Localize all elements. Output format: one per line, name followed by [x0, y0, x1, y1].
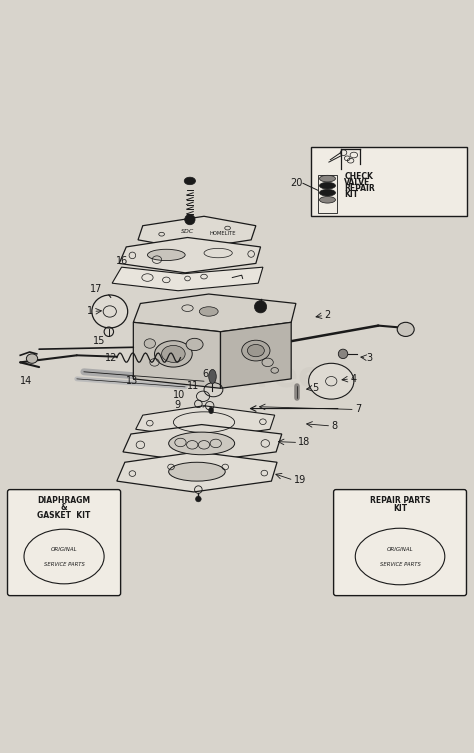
- Ellipse shape: [338, 349, 348, 358]
- Text: 16: 16: [117, 256, 128, 266]
- Text: 17: 17: [91, 285, 103, 294]
- Bar: [318, 175, 337, 212]
- Text: REPAIR PARTS: REPAIR PARTS: [370, 496, 430, 505]
- Polygon shape: [133, 322, 220, 389]
- Ellipse shape: [255, 300, 267, 313]
- Ellipse shape: [92, 295, 128, 328]
- Text: 14: 14: [20, 376, 33, 386]
- FancyBboxPatch shape: [8, 489, 120, 596]
- Ellipse shape: [209, 407, 213, 413]
- Ellipse shape: [199, 306, 218, 316]
- Text: SDC: SDC: [181, 229, 194, 234]
- Text: SERVICE PARTS: SERVICE PARTS: [380, 562, 420, 568]
- Text: 11: 11: [187, 381, 199, 391]
- Text: DIAPHRAGM: DIAPHRAGM: [37, 496, 91, 505]
- Ellipse shape: [155, 340, 192, 367]
- Ellipse shape: [309, 363, 354, 399]
- Text: 15: 15: [93, 336, 105, 346]
- Text: VALVE: VALVE: [345, 178, 371, 187]
- Text: PartTree: PartTree: [151, 359, 323, 394]
- Text: CHECK: CHECK: [345, 172, 374, 181]
- Ellipse shape: [184, 177, 196, 184]
- Text: REPAIR: REPAIR: [345, 184, 375, 193]
- Polygon shape: [133, 294, 296, 332]
- Text: 7: 7: [355, 404, 361, 414]
- Text: 20: 20: [291, 178, 303, 188]
- Text: 3: 3: [366, 352, 373, 363]
- Ellipse shape: [242, 340, 270, 361]
- Text: KIT: KIT: [345, 190, 358, 199]
- Text: ORIGINAL: ORIGINAL: [51, 547, 77, 553]
- Text: 1: 1: [87, 306, 93, 316]
- Ellipse shape: [397, 322, 414, 337]
- Text: 10: 10: [173, 390, 185, 401]
- FancyBboxPatch shape: [334, 489, 466, 596]
- Text: &: &: [61, 503, 67, 512]
- Text: 18: 18: [298, 437, 310, 447]
- Text: 4: 4: [350, 373, 356, 384]
- Ellipse shape: [169, 462, 225, 481]
- Ellipse shape: [319, 182, 336, 189]
- Ellipse shape: [162, 346, 185, 362]
- Text: 5: 5: [312, 383, 319, 393]
- Polygon shape: [117, 452, 277, 492]
- Ellipse shape: [185, 215, 195, 224]
- Text: 13: 13: [126, 376, 138, 386]
- Polygon shape: [138, 216, 256, 249]
- Ellipse shape: [144, 339, 155, 348]
- Text: 6: 6: [202, 369, 209, 380]
- Text: 12: 12: [104, 352, 117, 363]
- Text: 2: 2: [324, 310, 330, 320]
- Text: SERVICE PARTS: SERVICE PARTS: [44, 562, 84, 568]
- Ellipse shape: [247, 344, 264, 357]
- Text: GASKET  KIT: GASKET KIT: [37, 511, 91, 520]
- Text: 8: 8: [331, 421, 337, 431]
- Polygon shape: [123, 425, 282, 462]
- Text: HOMELITE: HOMELITE: [210, 230, 236, 236]
- Ellipse shape: [319, 175, 336, 182]
- Ellipse shape: [319, 197, 336, 203]
- Ellipse shape: [147, 249, 185, 261]
- Polygon shape: [136, 406, 275, 439]
- Ellipse shape: [27, 354, 37, 363]
- Polygon shape: [119, 237, 261, 273]
- Ellipse shape: [196, 496, 201, 501]
- Text: ORIGINAL: ORIGINAL: [387, 547, 413, 553]
- Ellipse shape: [169, 432, 235, 455]
- Polygon shape: [220, 322, 291, 389]
- Polygon shape: [112, 267, 263, 291]
- Ellipse shape: [209, 370, 216, 383]
- Ellipse shape: [186, 338, 203, 351]
- Text: KIT: KIT: [393, 504, 407, 513]
- Ellipse shape: [319, 190, 336, 196]
- Bar: [311, 147, 467, 216]
- Text: 19: 19: [293, 475, 306, 485]
- Text: 9: 9: [174, 400, 181, 410]
